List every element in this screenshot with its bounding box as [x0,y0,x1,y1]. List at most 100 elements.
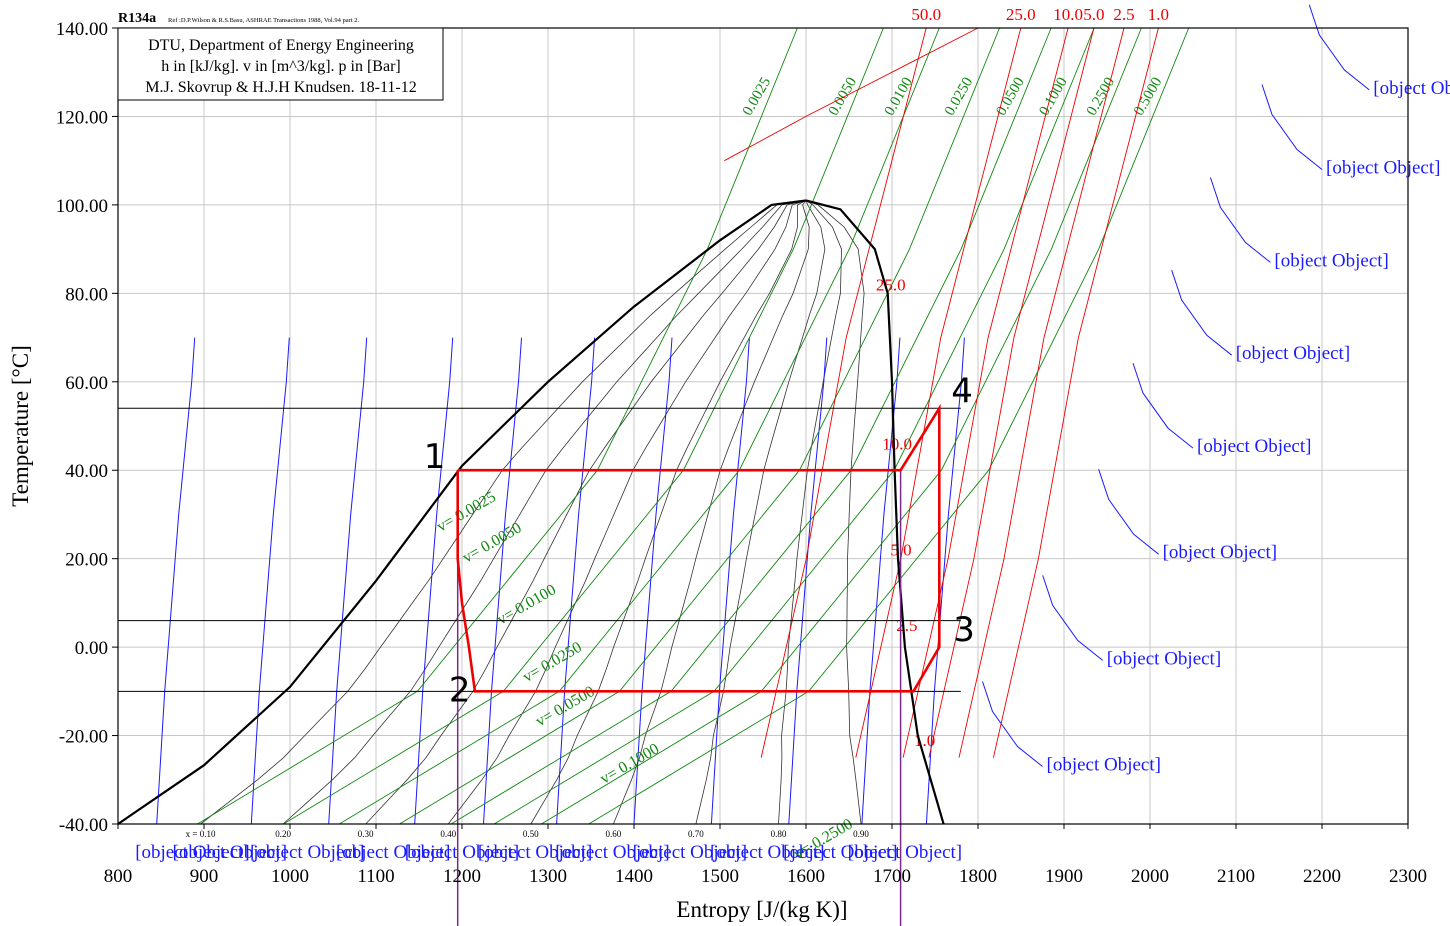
enthalpy-line [788,337,828,825]
x-tick-label: 900 [190,866,219,887]
quality-line [530,200,807,825]
cycle-path [456,403,941,693]
axes: 140.00120.00100.0080.0060.0040.0020.000.… [56,19,1427,887]
volume-label: v= 0.0050 [460,519,525,566]
enthalpy-line [925,337,965,825]
x-tick-label: 2100 [1217,866,1255,887]
enthalpy-line [1132,362,1194,449]
y-tick-label: -20.00 [59,727,108,748]
pressure-line [902,27,1069,758]
reference-text: Ref :D.P.Wilson & R.S.Basu, ASHRAE Trans… [168,17,359,24]
enthalpy-line [414,337,454,825]
enthalpy-label: [object Object] [1163,542,1277,563]
quality-line [200,200,807,825]
enthalpy-label: [object Object] [1047,755,1161,776]
quality-label: 0.70 [688,829,704,839]
quality-line [282,200,807,825]
quality-label: 0.90 [853,829,869,839]
saturated-liquid-line [117,199,807,825]
enthalpy-label: [object Object] [478,842,592,863]
x-tick-label: 1800 [959,866,997,887]
volume-label: v= 0.0025 [434,488,499,535]
enthalpy-line [1098,469,1159,555]
chart-title: R134a [118,11,156,26]
pressure-curve-label: 10.0 [882,435,912,454]
quality-line [365,200,807,825]
volume-label: v= 0.0100 [494,581,559,628]
volume-line [450,27,1052,825]
quality-label: x = 0.10 [186,829,216,839]
enthalpy-label: [object Object] [1274,250,1388,271]
x-tick-label: 1500 [701,866,739,887]
enthalpy-line [556,337,596,825]
enthalpy-label: [object Object] [710,842,824,863]
enthalpy-label: [object Object] [173,842,287,863]
quality-line [778,200,842,825]
enthalpy-line [861,337,901,825]
pressure-line [958,27,1125,758]
x-tick-label: 2000 [1131,866,1169,887]
y-tick-label: 0.00 [75,638,108,659]
y-tick-label: 60.00 [65,373,108,394]
saturation-dome [117,199,945,825]
enthalpy-label: [object Object] [848,842,962,863]
y-tick-label: 80.00 [65,284,108,305]
enthalpy-label: [object Object] [555,842,669,863]
quality-label: 0.60 [605,829,621,839]
y-tick-label: 40.00 [65,461,108,482]
enthalpy-line [633,337,673,825]
enthalpy-line [1171,270,1233,356]
refrigeration-cycle: 1 2 3 4 [424,371,975,710]
x-tick-label: 2200 [1303,866,1341,887]
enthalpy-label: [object Object] [336,842,450,863]
enthalpy-label: [object Object] [405,842,519,863]
x-tick-label: 1400 [615,866,653,887]
enthalpy-line [710,337,750,825]
x-axis-label: Entropy [J/(kg K)] [676,897,847,922]
enthalpy-line [1042,575,1104,661]
quality-label: 0.20 [275,829,291,839]
volume-line [197,27,798,825]
pressure-top-label: 10.0 [1053,5,1083,24]
pressure-curve-label: 25.0 [876,275,906,294]
volume-line [399,27,1000,825]
enthalpy-line [1209,177,1271,263]
y-tick-label: 20.00 [65,550,108,571]
volume-label: v= 0.1000 [597,740,662,787]
enthalpy-line [250,337,290,825]
volume-line [588,27,1190,825]
enthalpy-line [483,337,522,825]
info-line-1: DTU, Department of Energy Engineering [148,37,414,54]
info-box: R134a Ref :D.P.Wilson & R.S.Basu, ASHRAE… [117,11,444,101]
info-line-2: h in [kJ/kg]. v in [m^3/kg]. p in [Bar] [161,58,400,75]
pressure-top-label: 50.0 [911,5,941,24]
enthalpy-line [1261,84,1323,170]
volume-lines: 0.0025 0.0050 0.0100 0.0250 0.0500 0.1000 0.25… [197,27,1190,863]
pressure-top-label: 5.0 [1083,5,1104,24]
quality-label: 0.80 [771,829,787,839]
quality-label: 0.50 [523,829,539,839]
quality-line [447,200,807,825]
x-tick-label: 1900 [1045,866,1083,887]
enthalpy-label: [object Object] [1373,78,1450,99]
enthalpy-label: [object Object] [1107,648,1221,669]
plot-frame [117,27,1409,825]
pressure-top-label: 25.0 [1006,5,1036,24]
enthalpy-label: [object Object] [783,842,897,863]
pressure-top-label: 1.0 [1148,5,1169,24]
y-tick-label: -40.00 [59,815,108,836]
enthalpy-label: [object Object] [1326,158,1440,179]
x-tick-label: 1700 [873,866,911,887]
quality-line [805,200,865,825]
cycle-point-label: 1 [424,437,446,477]
pressure-line [992,27,1159,758]
x-tick-label: 1000 [271,866,309,887]
volume-label: v= 0.0250 [520,639,585,686]
enthalpy-line [982,681,1043,767]
x-tick-label: 1600 [787,866,825,887]
pressure-curve-label: 2.5 [896,616,917,635]
critical-pressure-curve [724,27,979,162]
quality-line [613,200,810,825]
quality-label: 0.40 [440,829,456,839]
